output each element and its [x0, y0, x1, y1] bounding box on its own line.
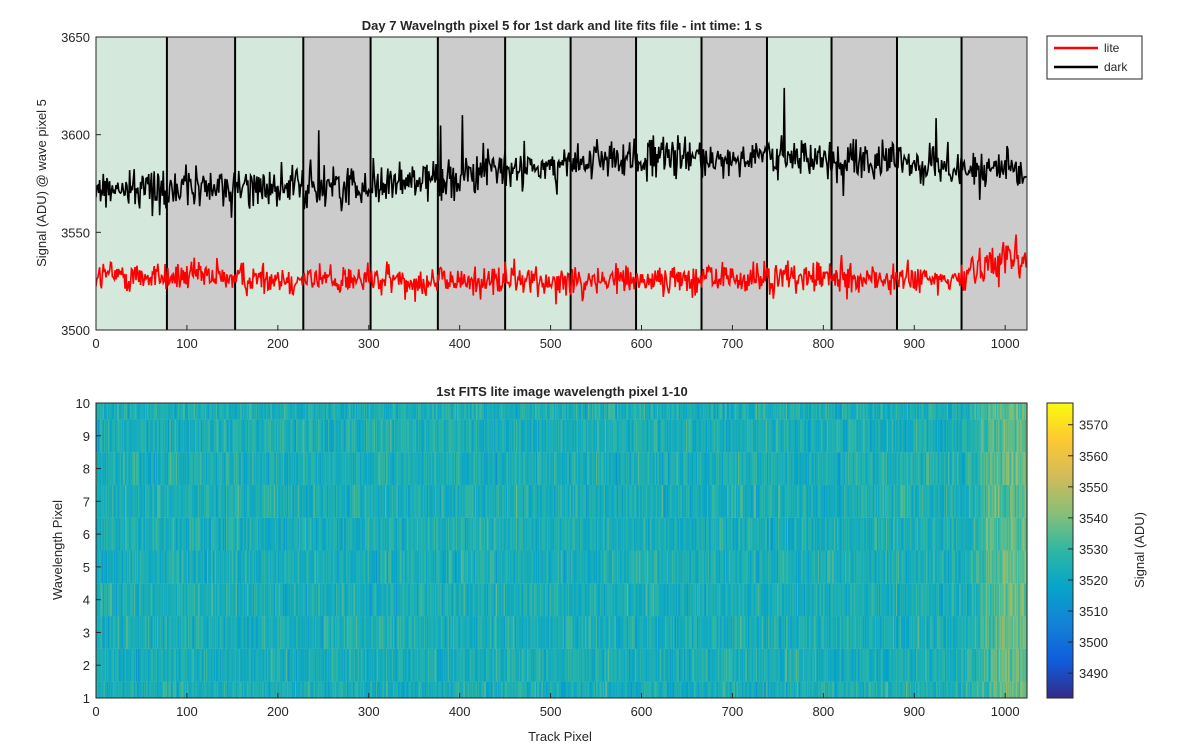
y-tick-label: 3550	[61, 225, 90, 240]
x-tick-label: 700	[722, 336, 744, 351]
background-band	[702, 37, 767, 330]
line-chart-title: Day 7 Wavelngth pixel 5 for 1st dark and…	[362, 18, 762, 33]
heatmap-title: 1st FITS lite image wavelength pixel 1-1…	[436, 384, 687, 399]
legend-entry-dark: dark	[1104, 60, 1128, 74]
heatmap-chart: 1st FITS lite image wavelength pixel 1-1…	[50, 384, 1147, 744]
x-tick-label: 900	[903, 336, 925, 351]
x-tick-label: 200	[267, 336, 289, 351]
x-tick-label: 100	[176, 336, 198, 351]
x-tick-label: 500	[540, 336, 562, 351]
background-band	[571, 37, 636, 330]
y-tick-label: 3500	[61, 323, 90, 338]
x-tick-label: 0	[92, 336, 99, 351]
x-tick-label: 400	[449, 336, 471, 351]
x-tick-label: 800	[812, 336, 834, 351]
y-tick-label: 3600	[61, 128, 90, 143]
legend-entry-lite: lite	[1104, 41, 1120, 55]
legend-box	[1047, 36, 1142, 79]
x-tick-label: 1000	[991, 336, 1020, 351]
legend: lite dark	[1047, 36, 1142, 79]
y-tick-label: 3650	[61, 30, 90, 45]
line-chart-y-axis-label: Signal (ADU) @ wave pixel 5	[34, 99, 49, 267]
x-tick-label: 300	[358, 336, 380, 351]
background-band	[897, 37, 962, 330]
background-band	[832, 37, 897, 330]
line-chart: Day 7 Wavelngth pixel 5 for 1st dark and…	[34, 18, 1142, 351]
heatmap-cells	[96, 403, 1028, 698]
x-tick-label: 600	[631, 336, 653, 351]
